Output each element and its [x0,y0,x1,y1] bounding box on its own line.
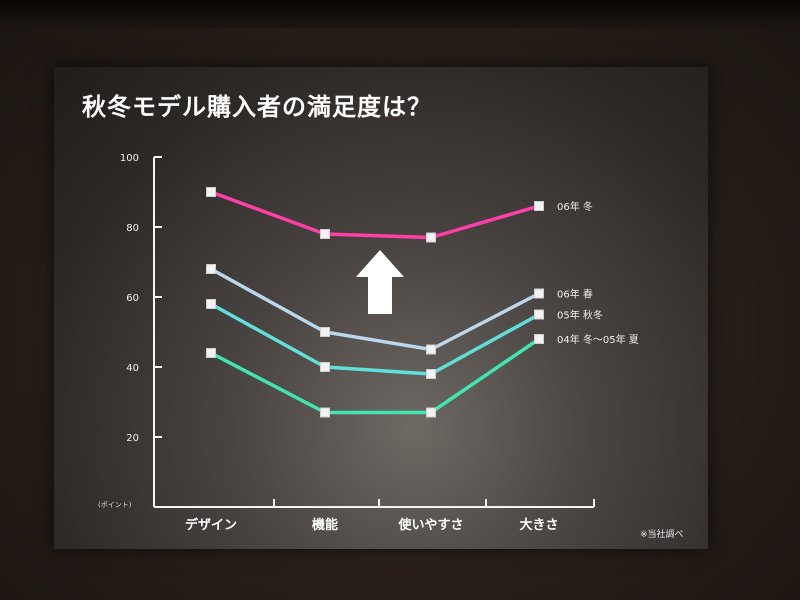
data-point-marker [206,187,216,197]
y-tick-label: 20 [126,433,139,444]
source-note: ※当社調べ [640,528,684,540]
series-line [209,267,541,352]
data-point-marker [320,362,330,372]
series-line [209,337,541,415]
data-point-marker [206,299,216,309]
up-arrow-icon [356,250,404,314]
category-label: デザイン [185,517,237,533]
category-label: 使いやすさ [397,517,463,533]
category-label: 大きさ [519,517,558,533]
data-point-marker [534,201,544,211]
series-label: 06年 春 [557,288,593,301]
data-point-marker [320,407,330,418]
y-tick-label: 80 [126,223,139,234]
y-tick-label: 60 [126,293,139,304]
data-point-marker [206,264,216,274]
series-lines [206,187,544,418]
projected-slide: 秋冬モデル購入者の満足度は？ 20 40 60 80 100 デザイン 機能 使いやすさ 大き… [54,67,708,549]
data-point-marker [320,327,330,337]
y-axis-unit-label: (ポイント) [98,501,132,509]
data-point-marker [534,334,544,344]
top-dark-band [0,0,800,28]
y-axis-ticks: 20 40 60 80 100 [120,153,162,444]
data-point-marker [426,407,436,418]
data-point-marker [426,344,436,355]
data-point-marker [534,288,544,299]
x-axis-categories: デザイン 機能 使いやすさ 大きさ [185,517,559,533]
y-tick-label: 100 [120,153,139,164]
series-label: 06年 冬 [557,200,593,213]
series-labels: 06年 冬 06年 春 05年 秋冬 04年 冬〜05年 夏 [557,200,639,346]
data-point-marker [534,309,544,320]
chart-axes [153,157,595,508]
y-tick-label: 40 [126,363,139,374]
data-point-marker [206,348,216,358]
slide-title: 秋冬モデル購入者の満足度は？ [82,93,432,121]
up-arrow-shape [356,250,404,314]
category-label: 機能 [312,517,338,533]
line-chart: 20 40 60 80 100 デザイン 機能 使いやすさ 大きさ 06年 冬 06年 春 05年… [98,153,684,540]
series-label: 04年 冬〜05年 夏 [557,333,639,346]
data-point-marker [426,232,436,243]
series-label: 05年 秋冬 [557,309,603,322]
series-line [209,302,541,376]
data-point-marker [320,229,330,239]
data-point-marker [426,369,436,379]
series-line [209,190,541,240]
